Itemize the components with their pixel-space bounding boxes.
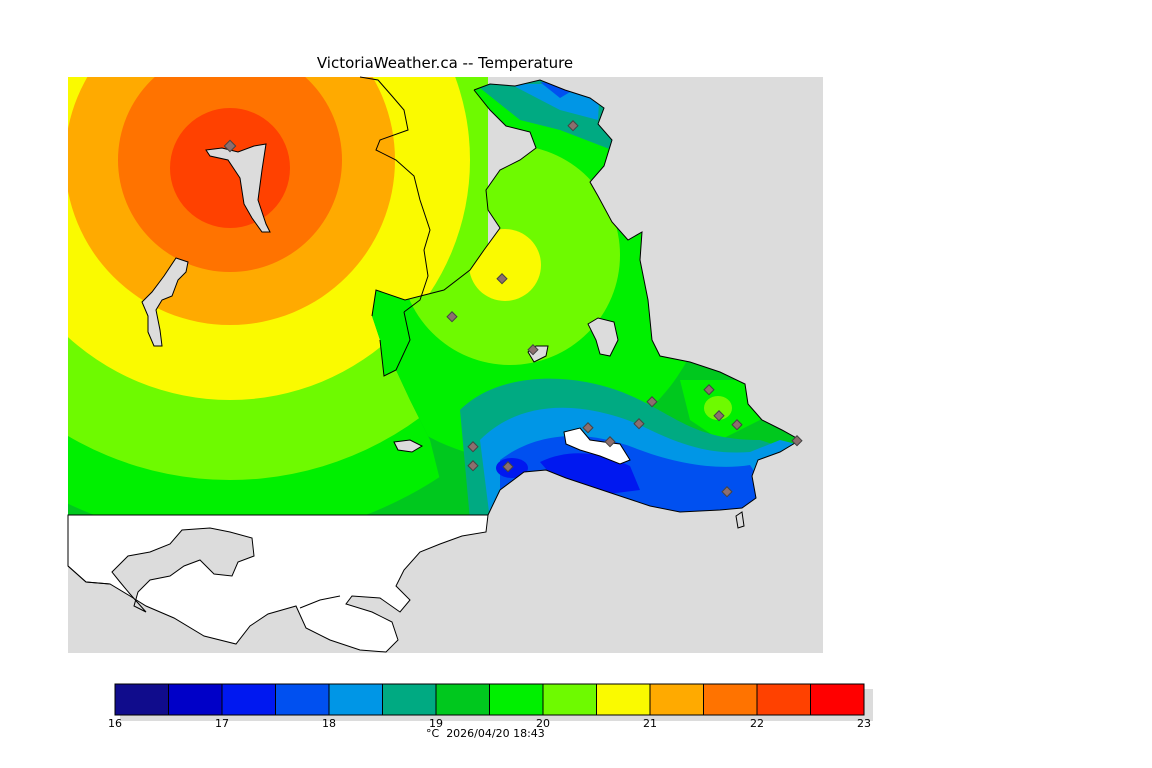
coastline-inlet (371, 89, 537, 377)
station-markers (223, 120, 803, 498)
legend-bin (489, 683, 544, 716)
legend-tick-label: 17 (215, 717, 229, 730)
temperature-field-west (68, 77, 488, 515)
legend-bin (382, 683, 437, 716)
coastline-west (359, 76, 431, 313)
island-west (111, 527, 255, 613)
coast-line-south (67, 565, 341, 609)
legend-bin (649, 683, 704, 716)
legend-bin (221, 683, 276, 716)
legend-bin (703, 683, 758, 716)
lakes (141, 143, 745, 529)
legend-bin (328, 683, 383, 716)
legend-footer: °C 2026/04/20 18:43 (426, 727, 545, 740)
legend-bin (275, 683, 330, 716)
legend-bin (756, 683, 811, 716)
legend-bin (542, 683, 597, 716)
legend-tick-label: 16 (108, 717, 122, 730)
legend-ticks: 16 17 18 19 20 21 22 23 (108, 717, 871, 730)
legend-bin (114, 683, 169, 716)
legend-tick-label: 21 (643, 717, 657, 730)
legend-tick-label: 23 (857, 717, 871, 730)
coastline-east (473, 79, 801, 516)
legend-bins (114, 683, 865, 716)
legend-tick-label: 20 (536, 717, 550, 730)
legend-tick-label: 22 (750, 717, 764, 730)
legend-bin (810, 683, 865, 716)
legend-tick-label: 18 (322, 717, 336, 730)
units-label: °C (426, 727, 440, 740)
legend-tick-label: 19 (429, 717, 443, 730)
legend-bin (435, 683, 490, 716)
legend-bin (596, 683, 651, 716)
legend-bin (168, 683, 223, 716)
coastline-harbour (563, 427, 631, 465)
timestamp-label: 2026/04/20 18:43 (446, 727, 545, 740)
map-title: VictoriaWeather.ca -- Temperature (316, 54, 574, 72)
